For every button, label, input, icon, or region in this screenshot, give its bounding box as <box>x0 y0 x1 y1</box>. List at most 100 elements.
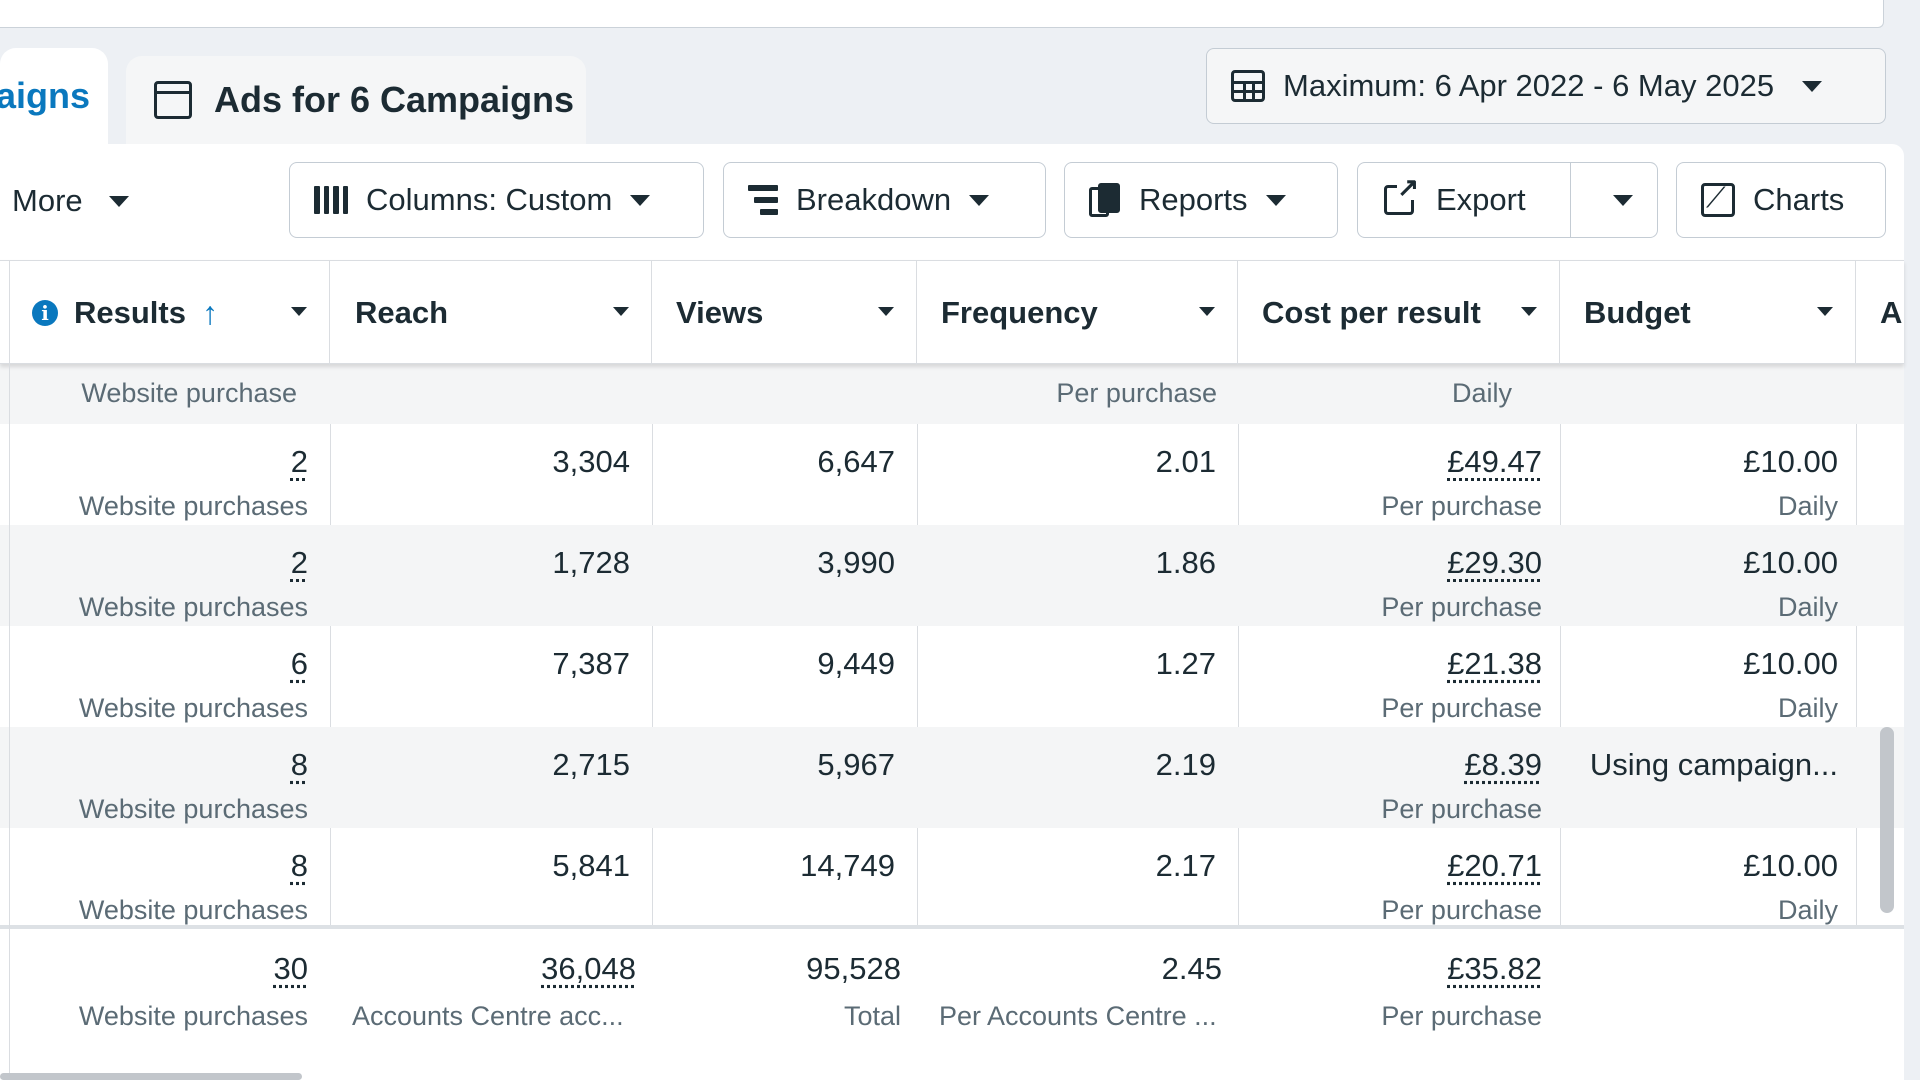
cost-value[interactable]: £8.39 <box>1464 747 1542 782</box>
header-views-label: Views <box>676 295 764 330</box>
reports-label: Reports <box>1139 182 1248 217</box>
table-row[interactable]: 8 Website purchases 2,715 5,967 2.19 £8.39 Per… <box>0 727 1904 828</box>
reach-value: 1,728 <box>552 545 630 580</box>
total-reach-sub: Accounts Centre acc... <box>352 1001 624 1031</box>
sort-ascending-icon[interactable]: ↑ <box>201 294 218 331</box>
results-value[interactable]: 8 <box>290 747 308 782</box>
breakdown-icon <box>748 185 778 215</box>
header-budget[interactable]: Budget <box>1560 261 1856 365</box>
chevron-down-icon <box>969 194 990 206</box>
reach-cell: 1,728 <box>330 525 652 626</box>
frequency-cell: 2.01 <box>917 424 1238 525</box>
total-reach-cell: 36,048 Accounts Centre acc... <box>330 929 652 1031</box>
table-row[interactable]: 2 Website purchases 1,728 3,990 1.86 £29.30 Pe… <box>0 525 1904 626</box>
budget-cell: £10.00 Daily <box>1560 424 1856 525</box>
columns-button[interactable]: Columns: Custom <box>289 162 704 238</box>
top-panel <box>0 0 1884 28</box>
cost-sub: Per purchase <box>1381 895 1542 925</box>
chevron-down-icon[interactable] <box>291 307 307 316</box>
frequency-cell: 2.19 <box>917 727 1238 828</box>
frequency-value: 1.27 <box>1155 646 1216 681</box>
horizontal-scrollbar[interactable] <box>0 1073 302 1080</box>
cost-value[interactable]: £20.71 <box>1447 848 1542 883</box>
export-button[interactable]: Export <box>1358 163 1571 237</box>
header-reach-label: Reach <box>355 295 449 330</box>
header-cost-per-result[interactable]: Cost per result <box>1238 261 1560 365</box>
budget-cell: £10.00 Daily <box>1560 828 1856 929</box>
calendar-icon <box>1231 70 1265 102</box>
results-value[interactable]: 2 <box>290 444 308 479</box>
total-cost[interactable]: £35.82 <box>1447 951 1542 986</box>
views-value: 9,449 <box>817 646 895 681</box>
views-cell: 9,449 <box>652 626 917 727</box>
chevron-down-icon[interactable] <box>1817 307 1833 316</box>
table-header: i Results ↑ Reach Views Frequency Cost p… <box>0 260 1904 365</box>
chevron-down-icon[interactable] <box>613 307 629 316</box>
reach-cell: 5,841 <box>330 828 652 929</box>
reports-icon <box>1089 183 1121 217</box>
budget-sub: Daily <box>1777 693 1838 723</box>
chevron-down-icon[interactable] <box>878 307 894 316</box>
results-value[interactable]: 8 <box>290 848 308 883</box>
tab-campaigns-label: aigns <box>0 75 91 116</box>
export-button-group: Export <box>1357 162 1658 238</box>
table-row[interactable]: Website purchase Per purchase Daily <box>0 364 1904 424</box>
header-frequency[interactable]: Frequency <box>917 261 1238 365</box>
reach-value: 5,841 <box>552 848 630 883</box>
cost-sub: Per purchase <box>1381 491 1542 521</box>
header-results[interactable]: i Results ↑ <box>0 261 330 365</box>
header-reach[interactable]: Reach <box>330 261 652 365</box>
chevron-down-icon <box>1265 194 1286 206</box>
info-icon[interactable]: i <box>32 300 58 326</box>
table-row[interactable]: 8 Website purchases 5,841 14,749 2.17 £20.71 P… <box>0 828 1904 929</box>
columns-label: Columns: Custom <box>366 182 613 217</box>
budget-cell: £10.00 Daily <box>1560 525 1856 626</box>
cost-value[interactable]: £21.38 <box>1447 646 1542 681</box>
cost-value[interactable]: £49.47 <box>1447 444 1542 479</box>
reach-cell: 2,715 <box>330 727 652 828</box>
date-range-picker[interactable]: Maximum: 6 Apr 2022 - 6 May 2025 <box>1206 48 1886 124</box>
results-cell: 8 Website purchases <box>0 727 330 828</box>
cost-sub: Per purchase <box>1381 592 1542 622</box>
chevron-down-icon <box>108 195 129 207</box>
charts-button[interactable]: Charts <box>1676 162 1886 238</box>
cost-cell: £49.47 Per purchase <box>1238 424 1560 525</box>
cost-value[interactable]: £29.30 <box>1447 545 1542 580</box>
cost-sub: Per purchase <box>1056 378 1217 408</box>
chevron-down-icon[interactable] <box>1199 307 1215 316</box>
reports-button[interactable]: Reports <box>1064 162 1338 238</box>
charts-label: Charts <box>1753 182 1845 217</box>
header-next-column[interactable]: A <box>1856 261 1904 365</box>
table-row[interactable]: 2 Website purchases 3,304 6,647 2.01 £49.47 Pe… <box>0 424 1904 525</box>
tab-ads[interactable]: Ads for 6 Campaigns <box>126 56 586 144</box>
total-results[interactable]: 30 <box>273 951 308 986</box>
chevron-down-icon <box>1802 80 1823 92</box>
table-row[interactable]: 6 Website purchases 7,387 9,449 1.27 £21.38 Pe… <box>0 626 1904 727</box>
chevron-down-icon[interactable] <box>1521 307 1537 316</box>
budget-value: £10.00 <box>1743 646 1838 681</box>
results-value[interactable]: 6 <box>290 646 308 681</box>
total-reach[interactable]: 36,048 <box>541 951 636 986</box>
tab-ads-label: Ads for 6 Campaigns <box>214 79 575 120</box>
budget-sub: Daily <box>1777 592 1838 622</box>
export-dropdown-button[interactable] <box>1589 163 1657 237</box>
breakdown-button[interactable]: Breakdown <box>723 162 1046 238</box>
results-value[interactable]: 2 <box>290 545 308 580</box>
budget-sub: Daily <box>1777 491 1838 521</box>
chevron-down-icon <box>1613 194 1633 206</box>
frequency-cell: 1.86 <box>917 525 1238 626</box>
cost-sub: Per purchase <box>1381 693 1542 723</box>
cost-sub: Per purchase <box>1381 794 1542 824</box>
tab-campaigns[interactable]: aigns <box>0 48 108 144</box>
more-label: More <box>12 183 83 218</box>
chevron-down-icon <box>630 194 651 206</box>
column-divider <box>330 364 331 1064</box>
views-cell: 6,647 <box>652 424 917 525</box>
header-views[interactable]: Views <box>652 261 917 365</box>
header-next-label: A <box>1880 295 1903 330</box>
more-button[interactable]: More <box>12 170 129 232</box>
total-cost-cell: £35.82 Per purchase <box>1238 929 1560 1031</box>
results-cell: 2 Website purchases <box>0 525 330 626</box>
vertical-scrollbar[interactable] <box>1880 727 1894 913</box>
totals-row: 30 Website purchases 36,048 Accounts Cen… <box>0 925 1904 1067</box>
